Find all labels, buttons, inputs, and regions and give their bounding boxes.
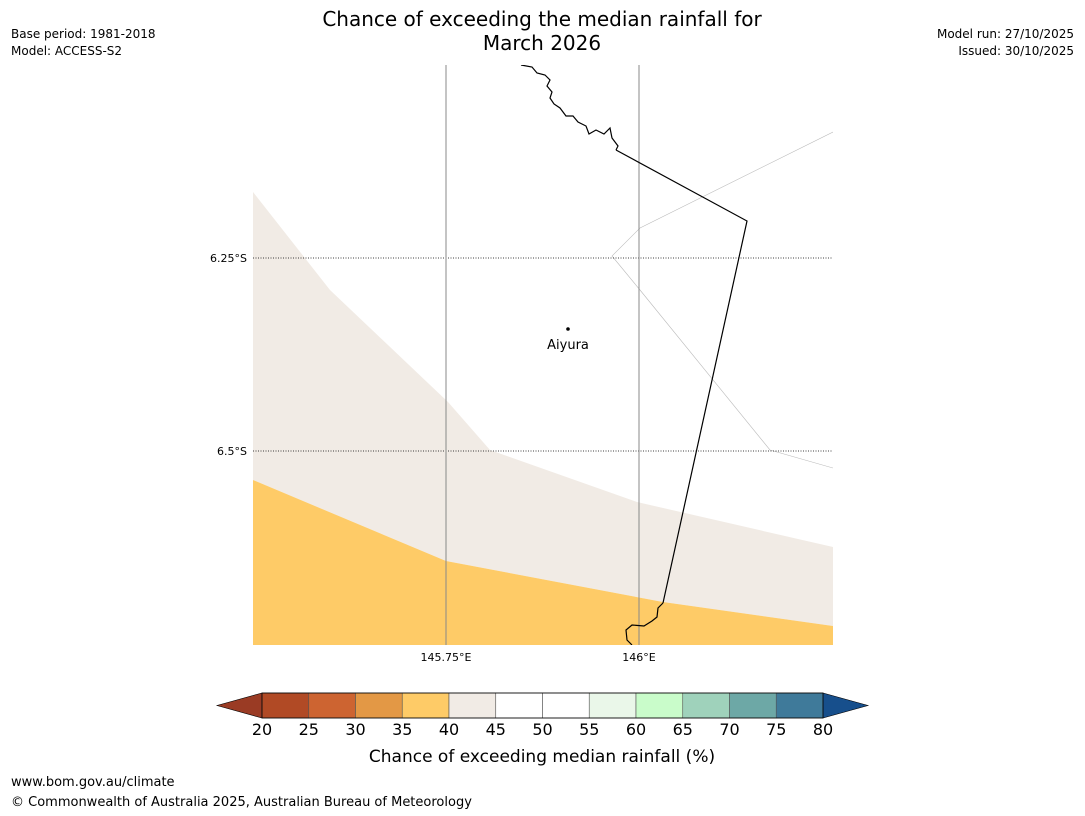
issued-text: Issued: 30/10/2025	[958, 44, 1074, 58]
band-35-40	[253, 480, 833, 645]
meta-left: Base period: 1981-2018 Model: ACCESS-S2	[11, 26, 156, 60]
colorbar-tick-55: 55	[579, 720, 599, 739]
colorbar-segment-20-25	[261, 692, 310, 719]
colorbar: 20 25 30 35 40 45 50 55 60 65 70 75 80	[215, 692, 870, 739]
colorbar-tick-35: 35	[392, 720, 412, 739]
colorbar-title: Chance of exceeding median rainfall (%)	[369, 747, 715, 767]
base-period-text: Base period: 1981-2018	[11, 27, 156, 41]
coastline-north	[520, 65, 619, 151]
aiyura-label: Aiyura	[547, 338, 589, 353]
lat-label-6.25: 6.25°S	[210, 252, 247, 265]
meta-right: Model run: 27/10/2025 Issued: 30/10/2025	[937, 26, 1074, 60]
region-border	[615, 149, 748, 604]
colorbar-tick-20: 20	[252, 720, 272, 739]
title-line-2: March 2026	[482, 31, 602, 55]
colorbar-segment-50-55	[542, 692, 590, 719]
colorbar-tick-25: 25	[299, 720, 319, 739]
lat-label-6.5: 6.5°S	[217, 445, 247, 458]
colorbar-segment-70-75	[729, 692, 777, 719]
province-boundaries	[611, 131, 833, 469]
colorbar-tick-80: 80	[813, 720, 833, 739]
map-area: Aiyura	[253, 65, 833, 645]
colorbar-segment-45-50	[495, 692, 543, 719]
band-40-45	[253, 192, 833, 626]
colorbar-extend-high	[822, 692, 870, 719]
model-text: Model: ACCESS-S2	[11, 44, 123, 58]
footer-url[interactable]: www.bom.gov.au/climate	[11, 775, 175, 790]
colorbar-tick-30: 30	[345, 720, 365, 739]
colorbar-segment-40-45	[448, 692, 497, 719]
coastline-south	[625, 602, 664, 645]
colorbar-segment-75-80	[775, 692, 824, 719]
colorbar-tick-65: 65	[673, 720, 693, 739]
aiyura-marker	[566, 327, 570, 331]
colorbar-segment-65-70	[682, 692, 730, 719]
colorbar-tick-50: 50	[532, 720, 552, 739]
colorbar-tick-70: 70	[719, 720, 739, 739]
footer-copyright: © Commonwealth of Australia 2025, Austra…	[11, 795, 472, 810]
title-line-1: Chance of exceeding the median rainfall …	[322, 7, 762, 31]
colorbar-tick-40: 40	[439, 720, 459, 739]
colorbar-segment-60-65	[635, 692, 684, 719]
colorbar-tick-60: 60	[626, 720, 646, 739]
colorbar-segment-35-40	[401, 692, 450, 719]
colorbar-segment-55-60	[588, 692, 637, 719]
page-title: Chance of exceeding the median rainfall …	[292, 7, 792, 55]
model-run-text: Model run: 27/10/2025	[936, 27, 1074, 41]
colorbar-extend-low	[215, 692, 263, 719]
lon-label-145.75: 145.75°E	[421, 651, 472, 664]
lon-label-146: 146°E	[622, 651, 655, 664]
colorbar-tick-75: 75	[766, 720, 786, 739]
colorbar-outline	[261, 692, 824, 719]
colorbar-segment-30-35	[355, 692, 403, 719]
colorbar-segment-25-30	[308, 692, 356, 719]
colorbar-tick-45: 45	[486, 720, 506, 739]
